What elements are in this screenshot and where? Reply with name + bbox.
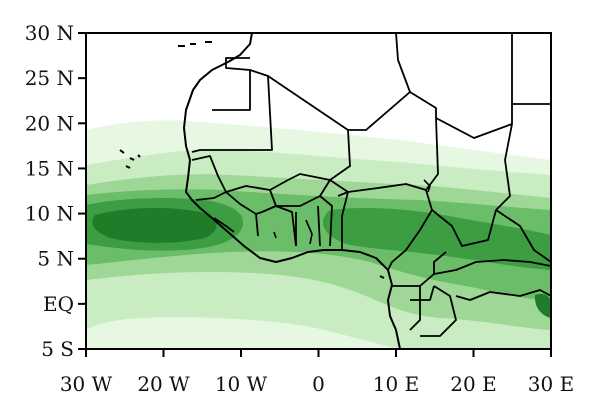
- canary-islands: [178, 41, 212, 47]
- latitude-axis: 30 N 25 N 20 N 15 N 10 N 5 N EQ 5 S: [25, 21, 86, 361]
- border-libya-chad: [435, 104, 513, 139]
- border-nigeria-cameroon: [387, 189, 433, 271]
- border-niger-nigeria: [329, 179, 427, 193]
- lake-volta: [305, 219, 313, 245]
- border-mali-guinea-coast: [225, 179, 289, 193]
- contour-band-6: [92, 207, 217, 243]
- border-algeria-libya: [395, 33, 411, 93]
- lon-tick-label: 20 W: [137, 372, 190, 396]
- border-ghana: [295, 205, 321, 247]
- border-benin-togo: [319, 191, 349, 250]
- west-africa-coastline: [183, 33, 401, 349]
- border-car-sudan: [495, 209, 551, 263]
- longitude-axis: 30 W 20 W 10 W 0 10 E 20 E 30 E: [60, 349, 574, 396]
- border-ivory-coast: [255, 205, 297, 247]
- bioko-island: [379, 275, 385, 279]
- border-chad-sudan: [495, 123, 513, 211]
- border-mauritania-mali: [191, 69, 273, 153]
- border-cameroon-gabon: [392, 251, 447, 287]
- lon-tick-label: 10 W: [215, 372, 268, 396]
- cape-verde-islands: [119, 149, 141, 169]
- lake-kossou: [273, 231, 277, 239]
- lake-chad: [423, 179, 431, 193]
- lon-tick-label: 10 E: [373, 372, 419, 396]
- contour-band-5b: [322, 207, 551, 270]
- lat-tick-label: 20 N: [25, 111, 74, 135]
- lat-tick-label: 5 S: [41, 337, 74, 361]
- border-car-drc: [433, 259, 551, 275]
- border-layer: [191, 33, 551, 337]
- lon-tick-label: 0: [312, 372, 325, 396]
- lat-tick-label: 5 N: [37, 247, 74, 271]
- border-algeria-mali: [267, 75, 437, 131]
- border-cameroon-car: [431, 209, 497, 247]
- lat-tick-label: 25 N: [25, 66, 74, 90]
- lon-tick-label: 30 W: [60, 372, 113, 396]
- lon-tick-label: 20 E: [450, 372, 496, 396]
- border-senegal-mali: [191, 155, 227, 193]
- coastline-layer: [119, 33, 401, 349]
- border-guinea: [195, 191, 259, 237]
- lat-tick-label: 30 N: [25, 21, 74, 45]
- lon-tick-label: 30 E: [528, 372, 574, 396]
- border-niger-chad: [425, 117, 439, 191]
- contour-fill-layer: [86, 120, 551, 349]
- map-plot-area: [86, 33, 551, 349]
- border-drc-east: [455, 289, 551, 301]
- border-congo-gabon: [409, 285, 435, 331]
- border-burkina: [269, 179, 331, 207]
- lat-tick-label: 15 N: [25, 156, 74, 180]
- lat-tick-label: 10 N: [25, 202, 74, 226]
- lake-layer: [273, 179, 431, 245]
- lat-tick-label: EQ: [43, 292, 74, 316]
- border-mauritania-north: [212, 57, 251, 111]
- border-drc-congo: [420, 285, 457, 337]
- contour-band-6b: [534, 294, 551, 318]
- border-sierra-leone: [213, 217, 235, 233]
